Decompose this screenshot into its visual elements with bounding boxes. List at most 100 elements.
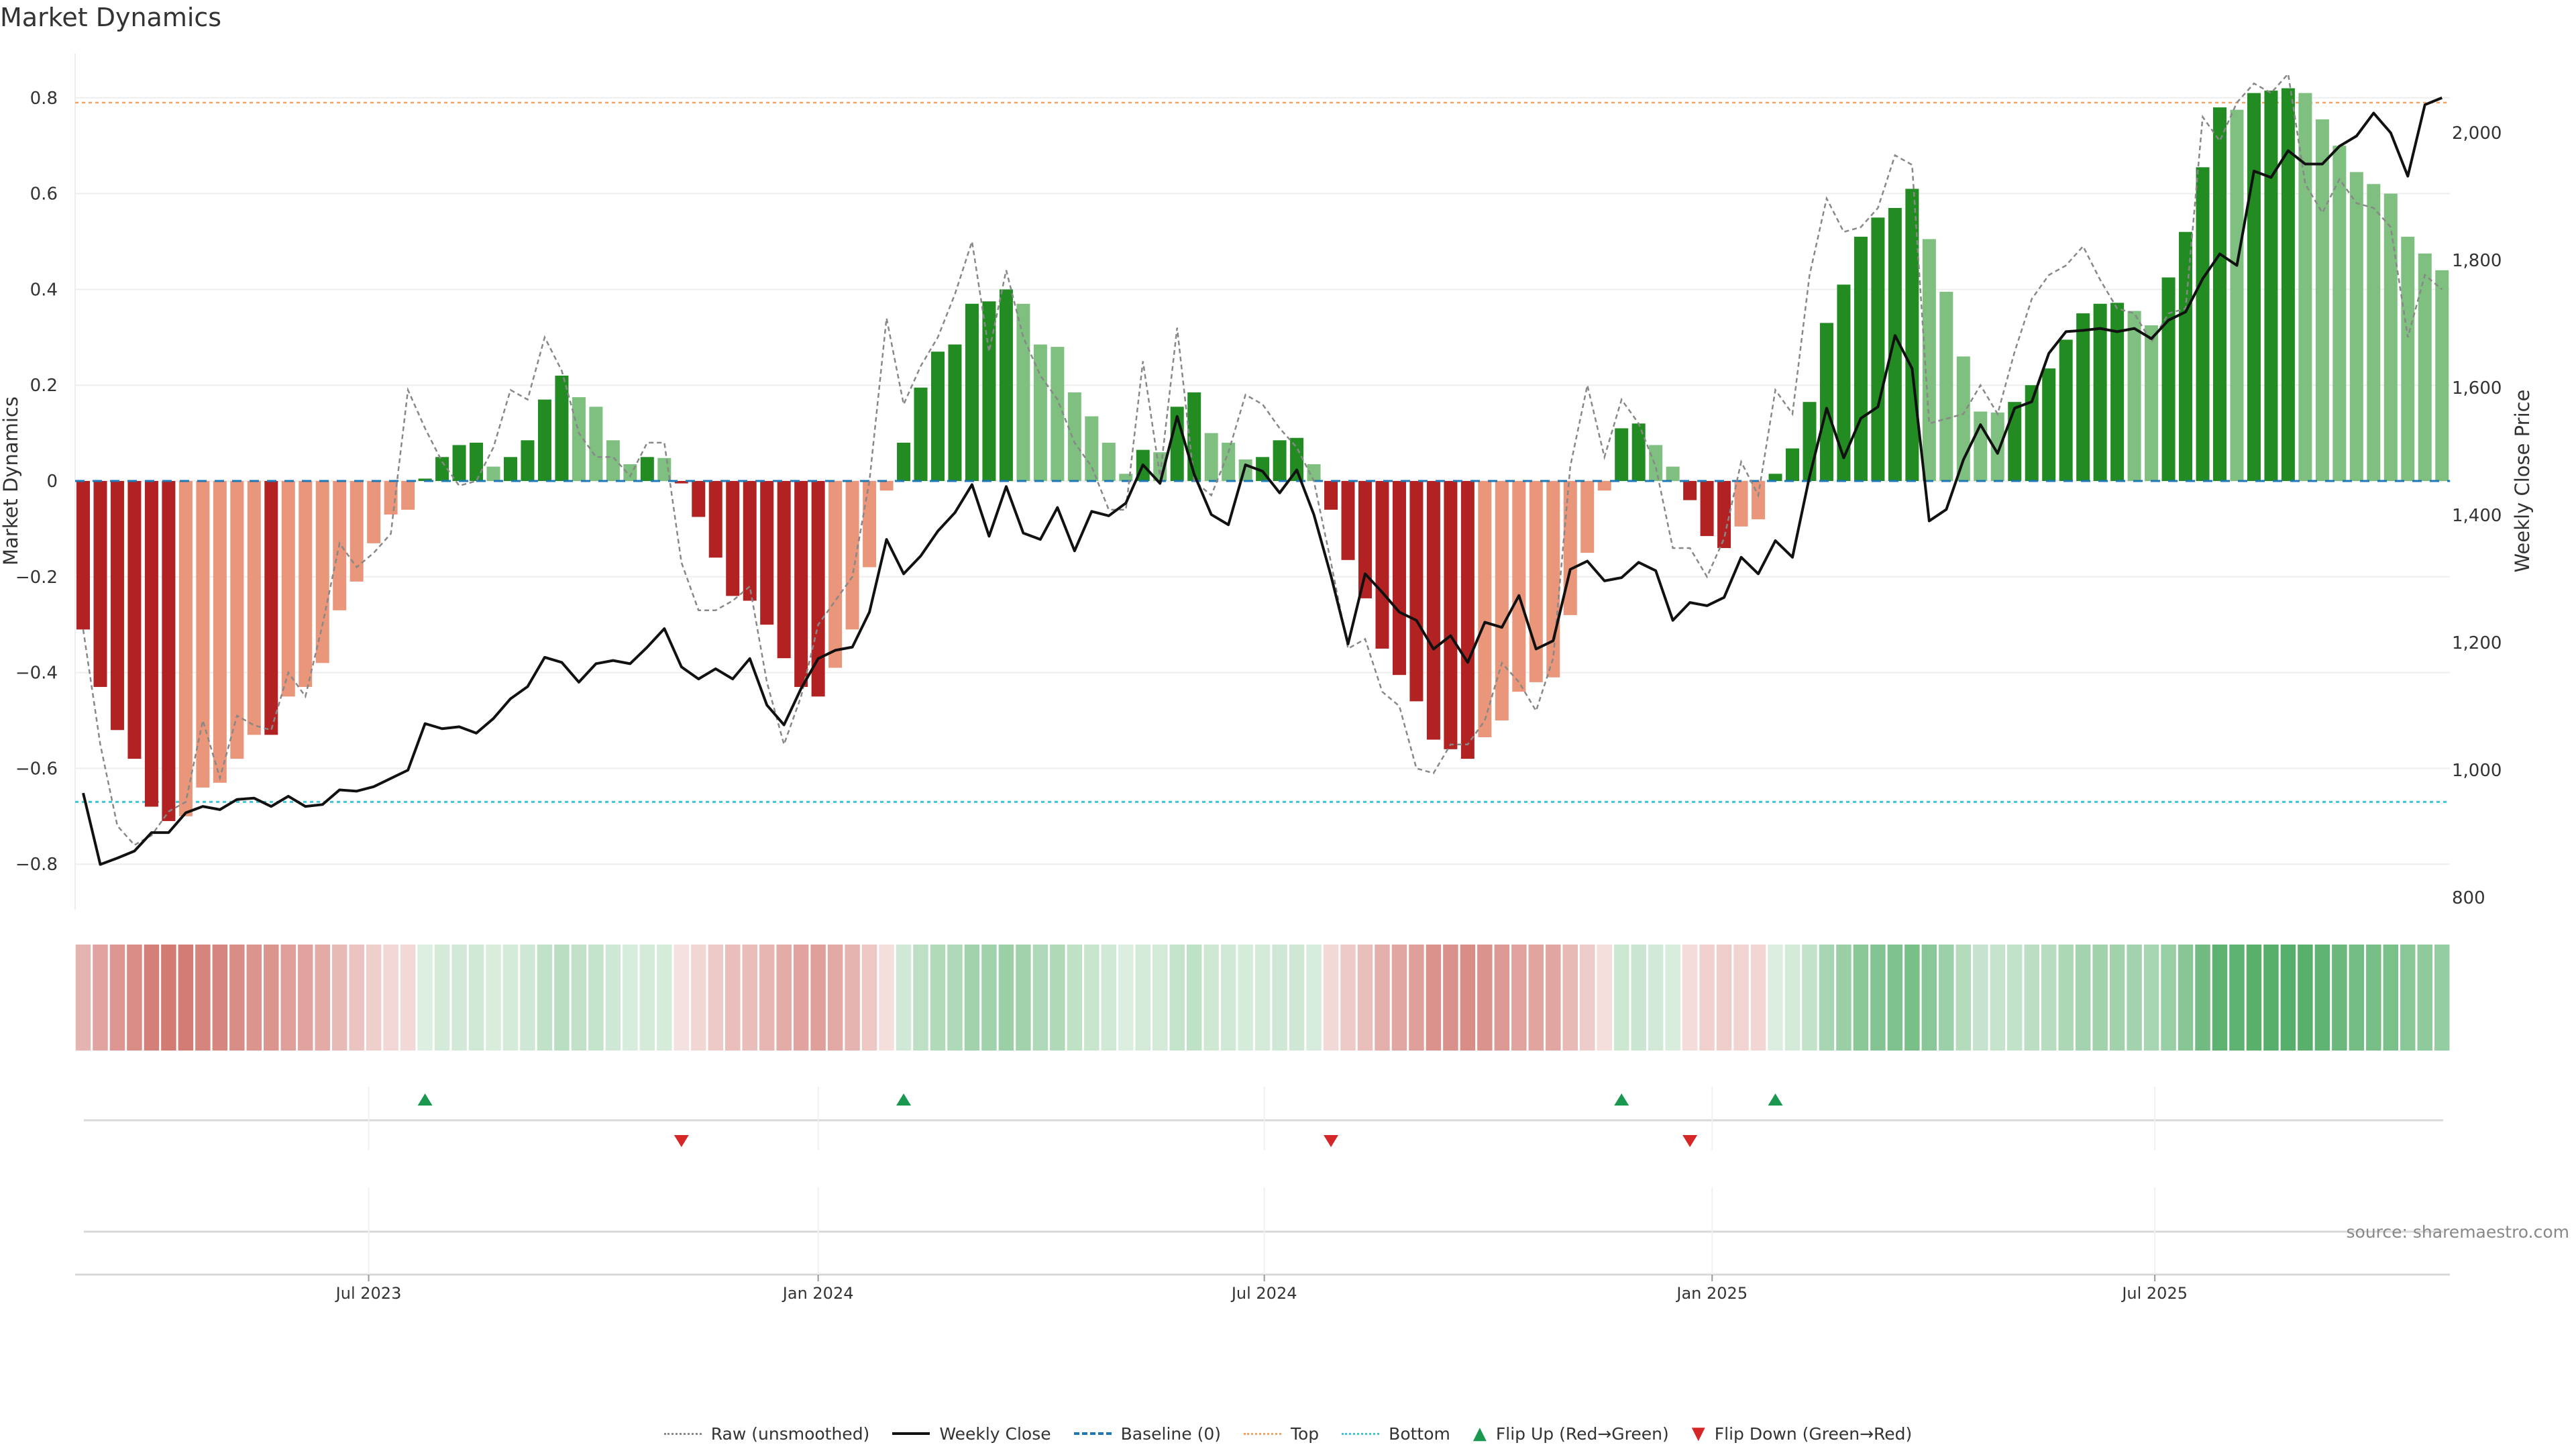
- dynamics-bar: [521, 440, 535, 481]
- dynamics-bar: [367, 481, 381, 543]
- dynamics-bar: [1837, 284, 1851, 481]
- heatmap-cell: [810, 945, 826, 1051]
- dynamics-bar: [178, 481, 193, 816]
- heatmap-cell: [246, 945, 262, 1051]
- heatmap-cell: [451, 945, 467, 1051]
- heatmap-cell: [1939, 945, 1954, 1051]
- y-tick-label: −0.2: [15, 568, 58, 588]
- heatmap-cell: [417, 945, 433, 1051]
- heatmap-cell: [2229, 945, 2245, 1051]
- y-tick-label: −0.8: [15, 855, 58, 875]
- source-note: source: sharemaestro.com: [2346, 1222, 2570, 1242]
- dynamics-bar: [401, 481, 415, 510]
- dynamics-bar: [230, 481, 244, 759]
- heatmap-cell: [144, 945, 160, 1051]
- heatmap-cell: [1186, 945, 1202, 1051]
- heatmap-cell: [1357, 945, 1373, 1051]
- legend-bottom-label: Bottom: [1389, 1424, 1450, 1444]
- heatmap-cell: [793, 945, 809, 1051]
- heatmap-cell: [1494, 945, 1510, 1051]
- heatmap-cell: [1135, 945, 1150, 1051]
- legend-flip-down-label: Flip Down (Green→Red): [1714, 1424, 1913, 1444]
- heatmap-cell: [708, 945, 723, 1051]
- heatmap-cell: [827, 945, 843, 1051]
- heatmap-cell: [1409, 945, 1424, 1051]
- dynamics-bar: [2093, 303, 2107, 481]
- heatmap-cell: [400, 945, 416, 1051]
- heatmap-cell: [1528, 945, 1544, 1051]
- bottom-line-swatch: [1342, 1432, 1380, 1435]
- legend-flip-up-label: Flip Up (Red→Green): [1495, 1424, 1669, 1444]
- dynamics-bar: [1392, 481, 1406, 676]
- dynamics-bar: [1768, 474, 1782, 481]
- y2-tick-label: 800: [2452, 888, 2485, 908]
- heatmap-cell: [1580, 945, 1595, 1051]
- dynamics-bar: [2349, 172, 2363, 481]
- dynamics-bar: [589, 407, 603, 481]
- dynamics-bar: [2247, 93, 2261, 481]
- dynamics-bar: [1717, 481, 1731, 548]
- heatmap-cell: [383, 945, 398, 1051]
- dynamics-bar: [1222, 442, 1236, 481]
- dynamics-bar: [1649, 445, 1663, 481]
- dynamics-bar: [1307, 464, 1321, 481]
- baseline-swatch: [1073, 1432, 1112, 1435]
- heatmap-cell: [571, 945, 587, 1051]
- legend-raw: Raw (unsmoothed): [663, 1424, 869, 1444]
- heatmap-cell: [502, 945, 519, 1051]
- dynamics-bar: [2025, 385, 2039, 481]
- heatmap-cell: [623, 945, 638, 1051]
- dynamics-bar: [127, 481, 142, 759]
- heatmap-cell: [1870, 945, 1886, 1051]
- dynamics-bar: [2196, 167, 2210, 481]
- legend-baseline-label: Baseline (0): [1120, 1424, 1221, 1444]
- flip-up-marker: [417, 1093, 433, 1106]
- flip-up-marker: [1614, 1093, 1629, 1106]
- dynamics-bar: [1409, 481, 1424, 702]
- heatmap-cell: [212, 945, 228, 1051]
- dynamics-bar: [863, 481, 877, 568]
- heatmap-cell: [298, 945, 313, 1051]
- heatmap-cell: [1768, 945, 1783, 1051]
- dynamics-bar: [897, 442, 911, 481]
- dynamics-bar: [1631, 423, 1646, 481]
- heatmap-cell: [1016, 945, 1031, 1051]
- dynamics-bar: [264, 481, 278, 735]
- heatmap-cell: [879, 945, 894, 1051]
- dynamics-bar: [384, 481, 398, 515]
- dynamics-bar: [1358, 481, 1372, 598]
- y2-tick-label: 1,000: [2452, 761, 2502, 781]
- dynamics-bar: [1666, 466, 1680, 481]
- y-tick-label: −0.6: [15, 759, 58, 779]
- legend-top-label: Top: [1290, 1424, 1320, 1444]
- legend: Raw (unsmoothed) Weekly Close Baseline (…: [0, 1424, 2576, 1444]
- dynamics-bar: [1460, 481, 1474, 759]
- dynamics-bar: [2127, 311, 2141, 481]
- weekly-close-line: [82, 96, 2443, 866]
- triangle-up-icon: ▲: [1472, 1424, 1487, 1444]
- dynamics-bar: [1819, 323, 1833, 481]
- heatmap-cell: [1084, 945, 1099, 1051]
- dynamics-bar: [1734, 481, 1748, 527]
- raw-series-line: [82, 72, 2443, 847]
- dynamics-bar: [1119, 474, 1133, 481]
- close-line-swatch: [892, 1432, 930, 1435]
- heatmap-cell: [127, 945, 142, 1051]
- dynamics-bar: [845, 481, 859, 630]
- heatmap-cell: [1716, 945, 1732, 1051]
- heatmap-cell: [1562, 945, 1578, 1051]
- dynamics-bar: [281, 481, 295, 697]
- heatmap-cell: [195, 945, 211, 1051]
- heatmap-cell: [1613, 945, 1629, 1051]
- heatmap-cell: [2212, 945, 2228, 1051]
- heatmap-cell: [2161, 945, 2176, 1051]
- heatmap-cell: [674, 945, 690, 1051]
- legend-top: Top: [1243, 1424, 1320, 1444]
- dynamics-bar: [162, 481, 176, 821]
- heatmap-cell: [468, 945, 484, 1051]
- heatmap-cell: [229, 945, 245, 1051]
- y2-tick-label: 1,800: [2452, 251, 2502, 271]
- dynamics-bar: [93, 481, 107, 688]
- heatmap-cell: [2041, 945, 2057, 1051]
